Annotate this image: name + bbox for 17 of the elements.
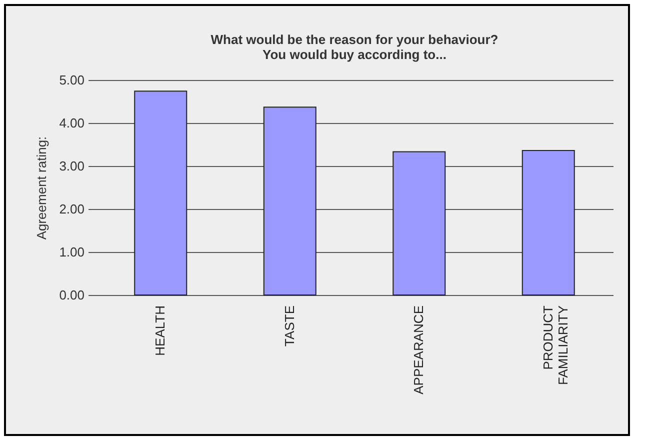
bar <box>522 150 575 296</box>
y-tick-label: 4.00 <box>59 116 84 130</box>
y-tick-label: 0.00 <box>59 288 84 302</box>
y-tick-label: 1.00 <box>59 244 84 260</box>
y-tick-label: 3.00 <box>59 158 84 174</box>
x-tick-label: HEALTH <box>152 306 168 356</box>
bar <box>263 106 316 296</box>
chart-title: What would be the reason for your behaviour? <box>210 32 498 47</box>
chart-subtitle: You would buy according to... <box>262 47 446 62</box>
x-tick-label: TASTE <box>282 305 297 346</box>
y-tick-label: 2.00 <box>59 202 84 216</box>
y-tick-label: 5.00 <box>59 72 84 88</box>
bar <box>134 90 188 296</box>
x-tick-label: PRODUCT FAMILIARITY <box>540 305 570 385</box>
x-tick-label: APPEARANCE <box>411 305 426 394</box>
y-axis-title: Agreement rating: <box>34 136 50 240</box>
bar <box>392 151 446 296</box>
